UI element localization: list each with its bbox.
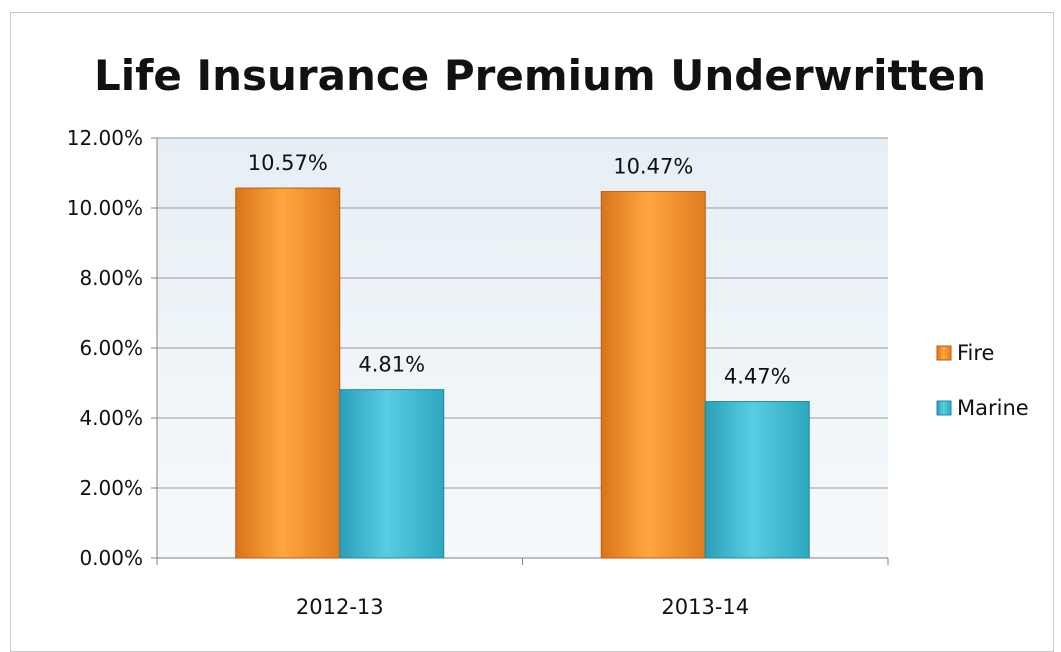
y-tick-label: 6.00%	[79, 336, 143, 360]
legend-label-fire: Fire	[957, 341, 994, 365]
legend: Fire Marine	[936, 341, 1029, 420]
y-tick-label: 2.00%	[79, 476, 143, 500]
bar-fire	[600, 191, 706, 559]
y-axis-ticks: 0.00% 2.00% 4.00% 6.00% 8.00% 10.00% 12.00%	[67, 126, 158, 570]
data-label: 4.47%	[724, 365, 791, 389]
legend-label-marine: Marine	[957, 396, 1029, 420]
bar-fire	[235, 187, 341, 559]
x-tick-label: 2012-13	[296, 595, 384, 619]
bars	[235, 187, 810, 559]
x-tick-label: 2013-14	[661, 595, 749, 619]
y-tick-label: 12.00%	[67, 126, 143, 150]
bar-marine	[339, 389, 445, 559]
y-tick-label: 0.00%	[79, 546, 143, 570]
data-labels: 10.57% 4.81% 10.47% 4.47%	[248, 151, 791, 388]
bar-marine	[704, 401, 810, 559]
y-tick-label: 4.00%	[79, 406, 143, 430]
x-axis: 2012-13 2013-14	[156, 558, 889, 619]
y-tick-label: 10.00%	[67, 196, 143, 220]
data-label: 10.47%	[613, 155, 693, 179]
legend-swatch-fire	[936, 345, 952, 361]
legend-swatch-marine	[936, 400, 952, 416]
data-label: 10.57%	[248, 151, 328, 175]
y-tick-label: 8.00%	[79, 266, 143, 290]
chart-title: Life Insurance Premium Underwritten	[94, 51, 986, 100]
data-label: 4.81%	[358, 353, 425, 377]
